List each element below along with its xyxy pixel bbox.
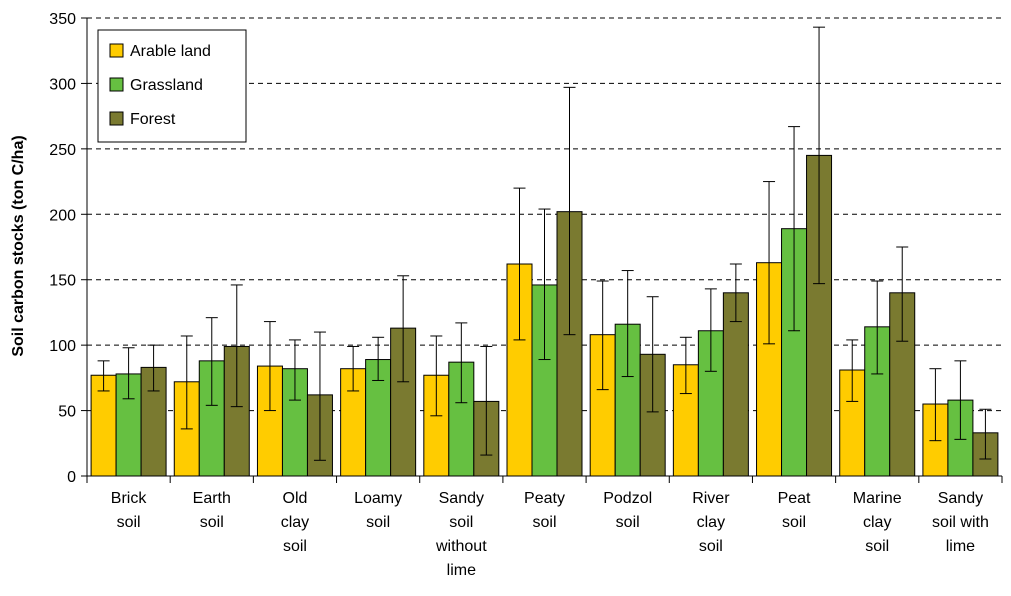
x-category-label: Sandy (439, 490, 484, 507)
x-category-label: Sandy (938, 490, 983, 507)
y-axis-title: Soil carbon stocks (ton C/ha) (10, 135, 27, 356)
bar (722, 292, 749, 477)
x-category-label: clay (281, 514, 309, 531)
legend-label: Arable land (130, 43, 211, 60)
x-category-label: Brick (111, 490, 148, 507)
bar (531, 284, 558, 477)
x-category-label: River (692, 490, 730, 507)
x-category-label: lime (447, 562, 476, 579)
x-category-label: soil (699, 538, 723, 555)
y-tick-label: 0 (67, 469, 76, 486)
x-category-label: Earth (193, 490, 231, 507)
x-category-label: Peat (778, 490, 811, 507)
x-category-label: Old (283, 490, 308, 507)
legend-label: Forest (130, 111, 176, 128)
y-tick-label: 150 (49, 273, 76, 290)
legend: Arable land Grassland Forest (97, 29, 247, 143)
x-category-label: Marine (853, 490, 902, 507)
legend-swatch (109, 43, 124, 58)
y-tick-label: 50 (58, 404, 76, 421)
x-category-label: soil (200, 514, 224, 531)
x-category-label: lime (946, 538, 975, 555)
legend-swatch (109, 77, 124, 92)
x-category-label: soil (782, 514, 806, 531)
y-tick-label: 300 (49, 76, 76, 93)
legend-label: Grassland (130, 77, 203, 94)
x-category-label: soil (616, 514, 640, 531)
x-category-label: soil (117, 514, 141, 531)
x-category-label: soil with (932, 514, 989, 531)
y-tick-label: 250 (49, 142, 76, 159)
bar (90, 374, 117, 477)
x-category-label: without (435, 538, 487, 555)
legend-swatch (109, 111, 124, 126)
x-category-label: clay (863, 514, 891, 531)
x-category-label: soil (865, 538, 889, 555)
x-category-label: soil (283, 538, 307, 555)
axes: 0 50 100 150 200 250 300 350 Brick soil Earth soil O… (49, 11, 1003, 579)
y-tick-label: 200 (49, 207, 76, 224)
y-tick-label: 350 (49, 11, 76, 28)
x-category-label: Podzol (603, 490, 652, 507)
x-category-label: Peaty (524, 490, 565, 507)
error-bars (97, 26, 992, 461)
x-category-label: soil (532, 514, 556, 531)
x-category-label: soil (366, 514, 390, 531)
x-category-label: soil (449, 514, 473, 531)
y-tick-label: 100 (49, 338, 76, 355)
x-category-label: Loamy (354, 490, 402, 507)
x-category-label: clay (697, 514, 725, 531)
